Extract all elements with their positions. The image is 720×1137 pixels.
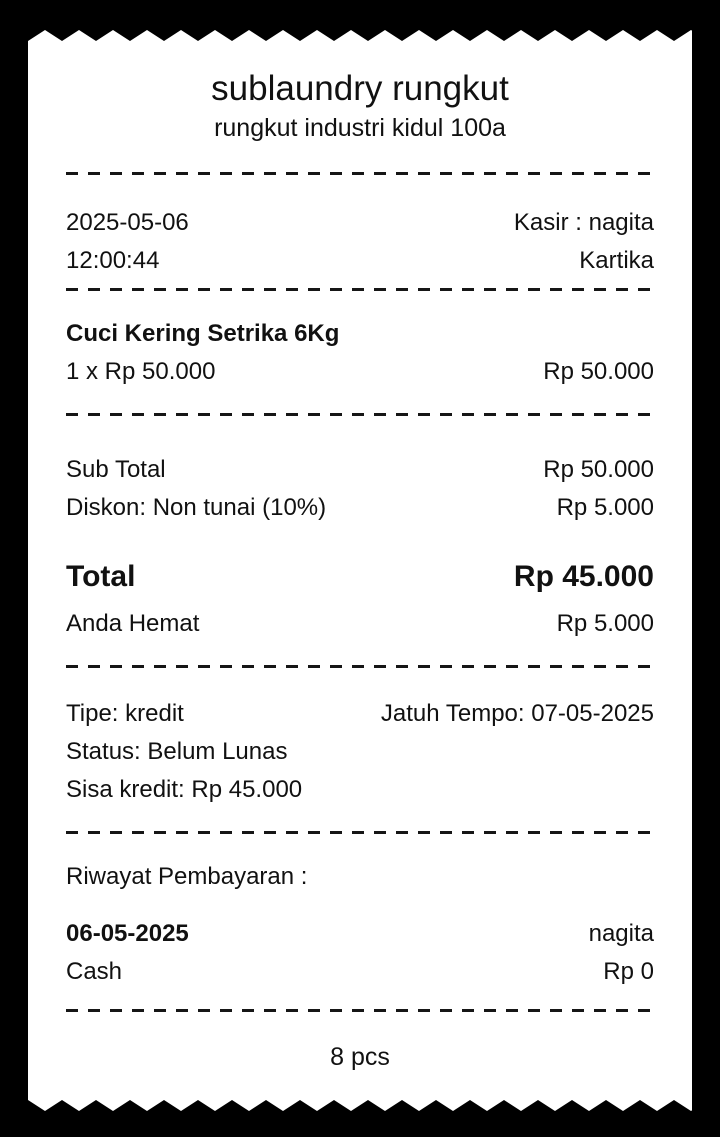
history-entry-row: Cash Rp 0 bbox=[66, 953, 654, 991]
total-label: Total bbox=[66, 560, 136, 593]
credit-remaining: Sisa kredit: Rp 45.000 bbox=[66, 776, 303, 803]
meta-row: 2025-05-06 Kasir : nagita bbox=[66, 204, 654, 242]
history-method: Cash bbox=[66, 958, 123, 985]
subtotal-label: Sub Total bbox=[66, 456, 166, 483]
due-date: Jatuh Tempo: 07-05-2025 bbox=[380, 700, 654, 727]
savings-value: Rp 5.000 bbox=[556, 610, 654, 637]
store-name: sublaundry rungkut bbox=[211, 69, 509, 108]
history-title-row: Riwayat Pembayaran : bbox=[66, 858, 654, 896]
divider bbox=[66, 1009, 654, 1012]
divider bbox=[66, 288, 654, 291]
divider bbox=[66, 831, 654, 834]
meta-row: 12:00:44 Kartika bbox=[66, 242, 654, 280]
transaction-date: 2025-05-06 bbox=[66, 209, 189, 236]
torn-edge-top-icon bbox=[28, 30, 692, 41]
divider bbox=[66, 665, 654, 668]
item-amount: Rp 50.000 bbox=[543, 358, 654, 385]
pieces-count: 8 pcs bbox=[330, 1043, 390, 1071]
receipt-paper: sublaundry rungkut rungkut industri kidu… bbox=[28, 41, 692, 1100]
item-section: Cuci Kering Setrika 6Kg 1 x Rp 50.000 Rp… bbox=[66, 315, 654, 391]
item-qty-price: 1 x Rp 50.000 bbox=[66, 358, 216, 385]
store-address: rungkut industri kidul 100a bbox=[214, 114, 506, 142]
credit-type-row: Tipe: kredit Jatuh Tempo: 07-05-2025 bbox=[66, 695, 654, 733]
discount-label: Diskon: Non tunai (10%) bbox=[66, 494, 327, 521]
savings-label: Anda Hemat bbox=[66, 610, 200, 637]
history-title: Riwayat Pembayaran : bbox=[66, 863, 308, 890]
history-date: 06-05-2025 bbox=[66, 920, 189, 947]
total-value: Rp 45.000 bbox=[513, 560, 654, 593]
divider bbox=[66, 172, 654, 175]
credit-section: Tipe: kredit Jatuh Tempo: 07-05-2025 Sta… bbox=[66, 695, 654, 809]
torn-edge-bottom-icon bbox=[28, 1100, 692, 1111]
savings-row: Anda Hemat Rp 5.000 bbox=[66, 605, 654, 643]
history-cashier: nagita bbox=[588, 920, 654, 947]
credit-remaining-row: Sisa kredit: Rp 45.000 bbox=[66, 771, 654, 809]
cashier-label: Kasir : nagita bbox=[513, 209, 654, 236]
item-name: Cuci Kering Setrika 6Kg bbox=[66, 320, 340, 347]
discount-value: Rp 5.000 bbox=[556, 494, 654, 521]
meta-section: 2025-05-06 Kasir : nagita 12:00:44 Karti… bbox=[66, 204, 654, 280]
subtotal-value: Rp 50.000 bbox=[543, 456, 654, 483]
payment-type: Tipe: kredit bbox=[66, 700, 184, 727]
history-amount: Rp 0 bbox=[603, 958, 654, 985]
total-row: Total Rp 45.000 bbox=[66, 555, 654, 599]
receipt: sublaundry rungkut rungkut industri kidu… bbox=[28, 30, 692, 1111]
history-entry-row: 06-05-2025 nagita bbox=[66, 915, 654, 953]
transaction-time: 12:00:44 bbox=[66, 247, 160, 274]
cashier-name-cont: Kartika bbox=[579, 247, 654, 274]
payment-status: Status: Belum Lunas bbox=[66, 738, 288, 765]
totals-section: Sub Total Rp 50.000 Diskon: Non tunai (1… bbox=[66, 451, 654, 643]
item-row: 1 x Rp 50.000 Rp 50.000 bbox=[66, 353, 654, 391]
subtotal-row: Sub Total Rp 50.000 bbox=[66, 451, 654, 489]
discount-row: Diskon: Non tunai (10%) Rp 5.000 bbox=[66, 489, 654, 527]
divider bbox=[66, 413, 654, 416]
history-entry: 06-05-2025 nagita Cash Rp 0 bbox=[66, 915, 654, 991]
history-section: Riwayat Pembayaran : 06-05-2025 nagita C… bbox=[66, 858, 654, 991]
credit-status-row: Status: Belum Lunas bbox=[66, 733, 654, 771]
